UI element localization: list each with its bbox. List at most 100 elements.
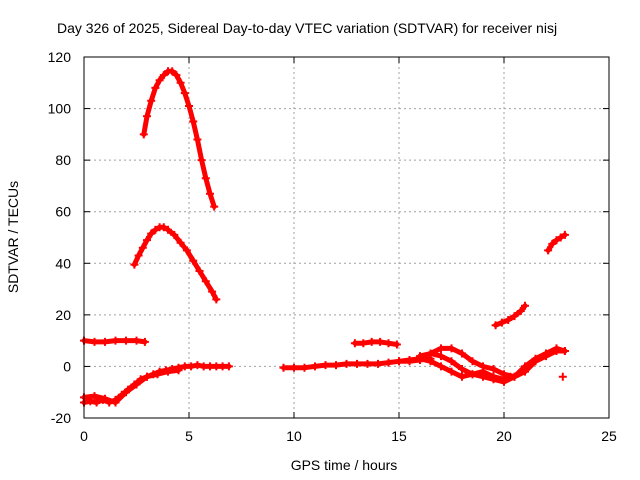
plot-frame bbox=[83, 56, 610, 419]
data-point bbox=[447, 357, 456, 366]
data-point bbox=[506, 372, 515, 381]
data-point bbox=[548, 239, 557, 248]
data-point bbox=[210, 202, 219, 211]
y-tick-label: 80 bbox=[55, 152, 71, 168]
data-point bbox=[500, 375, 508, 384]
data-point bbox=[405, 356, 414, 364]
data-point bbox=[159, 223, 168, 232]
data-point bbox=[458, 365, 466, 373]
data-point bbox=[350, 339, 359, 348]
data-point bbox=[290, 363, 298, 372]
data-point bbox=[189, 117, 198, 126]
y-tick-label: 20 bbox=[55, 307, 71, 323]
data-point bbox=[332, 361, 340, 370]
data-point bbox=[143, 236, 151, 245]
data-point bbox=[516, 307, 525, 315]
data-point bbox=[479, 367, 487, 376]
data-point bbox=[395, 357, 403, 366]
data-point bbox=[132, 336, 141, 345]
data-point bbox=[189, 256, 198, 265]
data-point bbox=[489, 372, 498, 381]
series-layer bbox=[80, 67, 569, 407]
data-point bbox=[101, 337, 109, 346]
data-point bbox=[132, 380, 141, 389]
data-point bbox=[111, 398, 120, 407]
data-point bbox=[504, 316, 513, 324]
y-axis-label: SDTVAR / TECUs bbox=[5, 181, 21, 293]
data-point bbox=[174, 366, 183, 375]
data-point bbox=[560, 347, 569, 355]
data-point bbox=[176, 238, 185, 247]
data-point bbox=[168, 67, 177, 76]
data-point bbox=[367, 337, 376, 346]
data-point bbox=[560, 230, 569, 239]
data-point bbox=[521, 301, 529, 310]
data-point bbox=[468, 370, 477, 379]
data-point bbox=[321, 361, 330, 370]
data-point bbox=[447, 344, 456, 353]
data-point bbox=[170, 230, 179, 239]
data-point bbox=[90, 337, 99, 346]
data-point bbox=[122, 336, 130, 345]
data-point bbox=[342, 359, 351, 368]
data-point bbox=[374, 359, 382, 368]
data-point bbox=[437, 344, 445, 353]
data-point bbox=[185, 102, 193, 110]
x-tick-label: 25 bbox=[601, 428, 617, 444]
data-series bbox=[491, 301, 529, 330]
data-point bbox=[468, 357, 477, 366]
data-point bbox=[384, 358, 393, 367]
data-point bbox=[201, 277, 210, 286]
data-point bbox=[195, 267, 204, 275]
data-point bbox=[101, 394, 109, 403]
data-point bbox=[164, 367, 172, 376]
data-point bbox=[384, 339, 393, 348]
data-point bbox=[497, 318, 506, 327]
data-point bbox=[122, 388, 130, 397]
y-tick-label: 0 bbox=[63, 358, 71, 374]
data-point bbox=[300, 363, 309, 372]
data-point bbox=[130, 260, 139, 269]
data-point bbox=[147, 229, 156, 238]
data-point bbox=[544, 246, 553, 255]
y-tick-label: 120 bbox=[48, 49, 72, 65]
data-point bbox=[392, 340, 401, 349]
data-point bbox=[155, 76, 164, 85]
chart-title: Day 326 of 2025, Sidereal Day-to-day VTE… bbox=[57, 20, 557, 36]
data-point bbox=[311, 362, 319, 371]
data-point bbox=[147, 96, 156, 105]
data-point bbox=[206, 189, 214, 198]
data-point bbox=[193, 135, 202, 144]
data-point bbox=[111, 336, 120, 345]
data-series bbox=[80, 336, 149, 346]
data-series bbox=[395, 354, 515, 384]
data-series bbox=[350, 337, 401, 349]
data-point bbox=[208, 287, 217, 296]
y-tick-label: 60 bbox=[55, 204, 71, 220]
data-point bbox=[164, 225, 172, 234]
data-point bbox=[140, 337, 149, 346]
data-point bbox=[363, 359, 372, 368]
data-point bbox=[151, 83, 160, 92]
x-tick-label: 20 bbox=[496, 428, 512, 444]
data-point bbox=[151, 225, 160, 234]
data-point bbox=[531, 357, 540, 366]
data-point bbox=[491, 321, 500, 330]
data-point bbox=[279, 363, 288, 372]
x-tick-label: 5 bbox=[185, 428, 193, 444]
data-point bbox=[521, 367, 529, 376]
data-point bbox=[376, 337, 385, 346]
data-series bbox=[139, 67, 219, 211]
x-tick-label: 15 bbox=[391, 428, 407, 444]
y-tick-label: 100 bbox=[48, 101, 72, 117]
data-point bbox=[458, 349, 466, 358]
data-series bbox=[558, 372, 567, 381]
data-point bbox=[558, 372, 567, 381]
data-point bbox=[437, 352, 445, 361]
data-series bbox=[544, 230, 569, 255]
data-point bbox=[139, 130, 148, 139]
data-point bbox=[552, 347, 561, 355]
data-point bbox=[182, 246, 191, 255]
